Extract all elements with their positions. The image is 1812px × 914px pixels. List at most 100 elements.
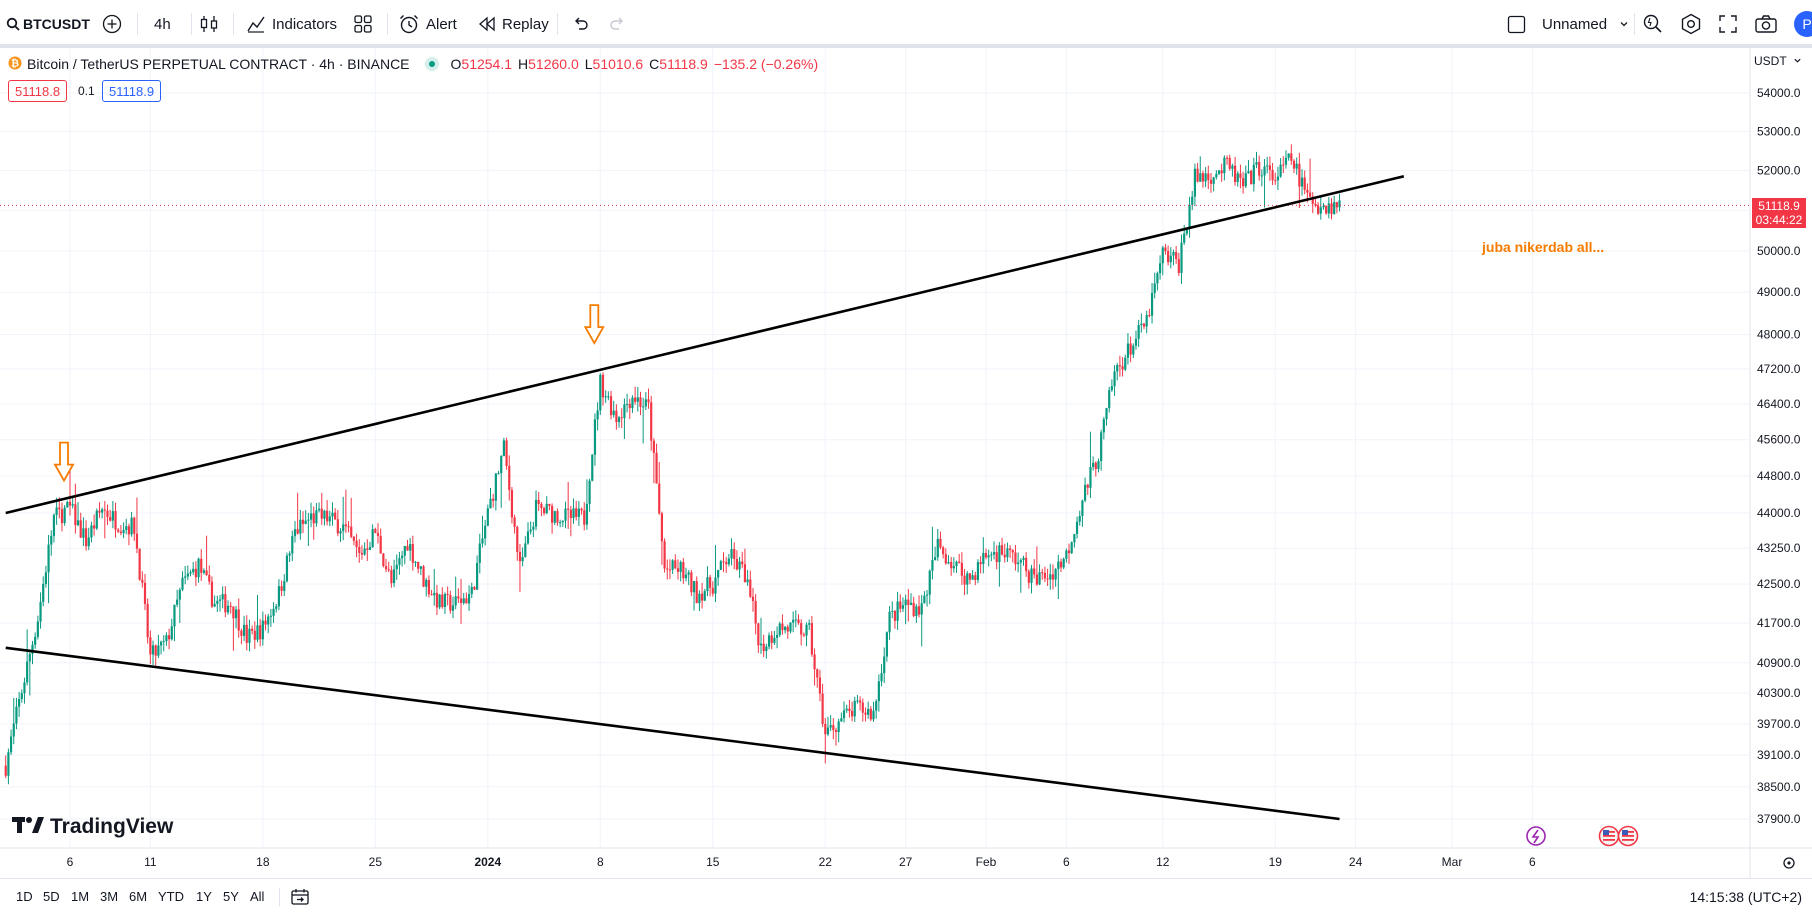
price-tick-label: 38500.0 xyxy=(1757,780,1801,794)
toolbar-divider xyxy=(557,13,558,35)
user-avatar[interactable]: P xyxy=(1794,11,1812,37)
quick-search-button[interactable] xyxy=(1642,10,1664,38)
candle-body xyxy=(87,537,90,547)
layout-name: Unnamed xyxy=(1542,15,1608,33)
candle-body xyxy=(545,503,548,514)
candle-body xyxy=(1049,574,1052,580)
candle-body xyxy=(652,440,655,453)
trendline-drawings[interactable] xyxy=(5,175,1405,821)
candle-body xyxy=(655,452,658,484)
candle-body xyxy=(1225,157,1229,159)
snapshot-button[interactable] xyxy=(1754,10,1778,38)
candle-body xyxy=(221,594,224,600)
candle-body xyxy=(430,594,433,596)
templates-button[interactable] xyxy=(353,10,373,38)
price-tick-label: 44000.0 xyxy=(1757,506,1801,520)
clock-timezone[interactable]: 14:15:38 (UTC+2) xyxy=(1689,889,1802,905)
replay-button[interactable]: Replay xyxy=(478,10,549,38)
candle-body xyxy=(253,630,256,640)
candle-body xyxy=(692,581,696,593)
indicators-button[interactable]: Indicators xyxy=(246,10,337,38)
layout-button[interactable]: Unnamed xyxy=(1507,10,1629,38)
candle-body xyxy=(328,516,331,522)
event-icons[interactable] xyxy=(1526,825,1639,847)
range-1m-button[interactable]: 1M xyxy=(71,889,90,904)
interval-button[interactable]: 4h xyxy=(154,10,171,38)
arrow-markers[interactable] xyxy=(53,304,605,483)
price-axis[interactable]: 54000.053000.052000.051000.050000.049000… xyxy=(1749,48,1801,878)
range-6m-button[interactable]: 6M xyxy=(129,889,148,904)
candle-body xyxy=(1172,252,1175,256)
candle-body xyxy=(1260,175,1263,177)
candle-body xyxy=(915,606,918,617)
settings-button[interactable] xyxy=(1680,10,1702,38)
candle-body xyxy=(358,547,361,553)
candle-body xyxy=(143,582,147,604)
candle-body xyxy=(1153,283,1156,294)
candle-body xyxy=(1132,345,1135,355)
candle-body xyxy=(36,621,39,637)
price-tick-label: 41700.0 xyxy=(1757,616,1801,630)
currency-selector[interactable]: USDT xyxy=(1754,54,1802,68)
alert-button[interactable]: Alert xyxy=(398,10,457,38)
range-1d-button[interactable]: 1D xyxy=(16,889,33,904)
low-value: 51010.6 xyxy=(592,56,644,72)
range-1y-button[interactable]: 1Y xyxy=(196,889,212,904)
candle-body xyxy=(417,561,420,569)
legend-title[interactable]: Bitcoin / TetherUS PERPETUAL CONTRACT · … xyxy=(27,56,410,72)
time-axis[interactable]: 6 11 18 25 2024 8 15 22 27 Feb 6 12 19 24 Mar 6 xyxy=(0,847,1812,869)
redo-button[interactable] xyxy=(609,10,627,38)
candle-body xyxy=(936,538,939,558)
candle-body xyxy=(861,702,864,713)
candle-body xyxy=(513,517,516,527)
candle-body xyxy=(939,538,942,548)
bitcoin-logo-icon: ₿ xyxy=(8,56,22,73)
fullscreen-button[interactable] xyxy=(1718,10,1738,38)
candle-body xyxy=(786,626,789,632)
candle-body xyxy=(832,725,835,731)
date-range-icon[interactable] xyxy=(290,887,310,912)
candle-body xyxy=(256,625,259,640)
candle-body xyxy=(671,560,674,570)
candle-body xyxy=(176,599,179,605)
range-5d-button[interactable]: 5D xyxy=(43,889,60,904)
candle-body xyxy=(593,419,597,455)
sell-price-box[interactable]: 51118.8 xyxy=(8,80,68,102)
trendline xyxy=(5,646,1340,821)
candle-body xyxy=(1290,153,1293,161)
range-5y-button[interactable]: 5Y xyxy=(223,889,239,904)
tradingview-logo[interactable]: TradingView xyxy=(12,815,173,839)
candle-body xyxy=(355,540,358,548)
chart-annotation-text[interactable]: juba nikerdab all... xyxy=(1481,239,1604,255)
undo-icon xyxy=(571,15,589,33)
range-all-button[interactable]: All xyxy=(250,889,265,904)
candle-body xyxy=(963,575,966,585)
lightning-event-icon[interactable] xyxy=(1526,826,1546,846)
chart-type-button[interactable] xyxy=(199,10,219,38)
symbol-search-button[interactable]: BTCUSDT xyxy=(6,10,90,38)
candle-body xyxy=(532,526,535,530)
candle-body xyxy=(1073,534,1076,543)
range-3m-button[interactable]: 3M xyxy=(100,889,119,904)
candle-body xyxy=(875,701,878,711)
last-price-label: 51118.9 03:44:22 xyxy=(1752,198,1806,228)
buy-price-box[interactable]: 51118.9 xyxy=(102,80,162,102)
candle-body xyxy=(663,541,666,569)
candle-body xyxy=(1019,560,1022,563)
chart-area[interactable]: 54000.053000.052000.051000.050000.049000… xyxy=(0,48,1812,878)
open-value: 51254.1 xyxy=(461,56,513,72)
candle-body xyxy=(484,525,487,539)
indicators-icon xyxy=(246,14,266,34)
candle-body xyxy=(521,557,524,562)
candle-body xyxy=(1338,200,1341,208)
compare-symbol-button[interactable] xyxy=(102,10,122,38)
range-ytd-button[interactable]: YTD xyxy=(158,889,184,904)
candle-body xyxy=(727,558,730,565)
undo-button[interactable] xyxy=(571,10,589,38)
price-tick-label: 46400.0 xyxy=(1757,397,1801,411)
candle-body xyxy=(1217,170,1221,174)
svg-text:₿: ₿ xyxy=(11,57,19,69)
rewind-icon xyxy=(478,15,496,33)
candle-body xyxy=(925,594,929,596)
candle-body xyxy=(928,570,931,595)
